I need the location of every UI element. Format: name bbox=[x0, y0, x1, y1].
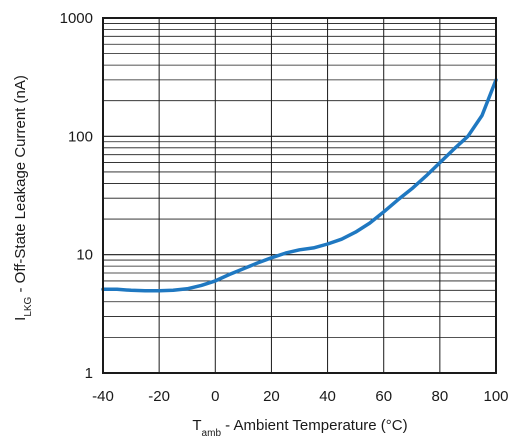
x-tick-labels: -40 -20 0 20 40 60 80 100 bbox=[92, 388, 508, 405]
y-axis-title: ILKG - Off-State Leakage Current (nA) bbox=[12, 75, 34, 321]
x-tick-label: 0 bbox=[211, 388, 219, 405]
y-tick-label: 1000 bbox=[60, 10, 93, 27]
y-tick-label: 1 bbox=[85, 365, 93, 382]
x-tick-label: -40 bbox=[92, 388, 114, 405]
series-line bbox=[101, 78, 498, 293]
x-tick-label: 20 bbox=[263, 388, 280, 405]
x-tick-label: 60 bbox=[375, 388, 392, 405]
series-layer bbox=[101, 78, 498, 293]
x-tick-label: 80 bbox=[432, 388, 449, 405]
y-tick-labels: 1 10 100 1000 bbox=[60, 10, 93, 382]
y-tick-label: 100 bbox=[68, 128, 93, 145]
plot-frame bbox=[102, 17, 497, 374]
x-axis-title: Tamb - Ambient Temperature (°C) bbox=[192, 417, 407, 439]
grid bbox=[102, 18, 497, 374]
y-tick-label: 10 bbox=[76, 247, 93, 264]
x-tick-label: 40 bbox=[319, 388, 336, 405]
x-tick-label: 100 bbox=[483, 388, 508, 405]
x-tick-label: -20 bbox=[148, 388, 170, 405]
